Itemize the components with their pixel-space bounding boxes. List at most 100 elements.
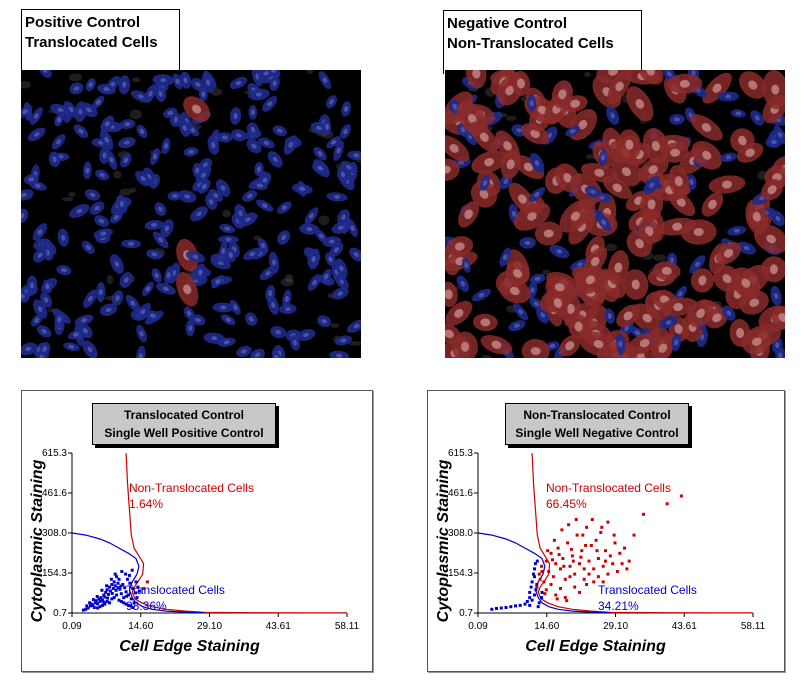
non-translocated-point [569, 547, 573, 551]
chart-title-line1: Translocated Control [123, 408, 245, 422]
translocated-point [130, 568, 134, 572]
translocated-point [104, 590, 108, 594]
translocated-point [93, 601, 97, 605]
y-tick-label: 154.3 [42, 568, 67, 579]
non-translocated-point [562, 564, 566, 568]
non-translocated-point [604, 549, 607, 553]
translocated-point [118, 587, 122, 591]
x-tick-label: 14.60 [534, 621, 559, 632]
non-translocated-label: Non-Translocated Cells [129, 481, 254, 495]
non-translocated-point [559, 567, 562, 571]
translocated-point [119, 584, 123, 588]
translocated-point [119, 592, 123, 596]
non-translocated-point [596, 575, 600, 579]
x-tick-label: 58.11 [741, 621, 766, 632]
translocated-point [135, 596, 139, 600]
non-translocated-point [537, 572, 541, 576]
translocated-point [92, 606, 96, 609]
x-tick-label: 43.61 [672, 621, 697, 632]
non-translocated-point [618, 551, 622, 555]
image-title-line1: Positive Control [25, 14, 141, 31]
non-translocated-point [580, 549, 584, 553]
translocated-point [122, 601, 126, 605]
translocated-point [94, 599, 98, 603]
y-axis-label: Cytoplasmic Staining [435, 459, 452, 622]
translocated-point [115, 575, 119, 579]
translocated-point [95, 595, 99, 598]
non-translocated-point [620, 562, 624, 566]
translocated-point [509, 605, 513, 609]
translocated-point [523, 602, 527, 606]
micrograph-positive-control [21, 70, 361, 358]
non-translocated-point [544, 559, 548, 563]
translocated-point [119, 600, 123, 603]
translocated-point [114, 588, 118, 592]
translocated-point [117, 577, 121, 581]
translocated-point [137, 589, 141, 593]
translocated-point [91, 603, 95, 607]
non-translocated-point [568, 564, 572, 568]
translocated-point [103, 602, 107, 606]
non-translocated-point [142, 587, 146, 590]
translocated-point [110, 591, 114, 595]
translocated-point [125, 594, 129, 598]
non-translocated-point [571, 559, 575, 563]
translocated-point [495, 607, 498, 610]
non-translocated-point [552, 538, 556, 542]
translocated-point [499, 606, 503, 610]
y-tick-label: 0.7 [459, 608, 473, 619]
non-translocated-point [595, 549, 599, 553]
non-translocated-point [566, 541, 570, 545]
non-translocated-label: Non-Translocated Cells [546, 481, 671, 495]
non-translocated-point [557, 553, 561, 557]
translocated-label: Translocated Cells [598, 583, 697, 597]
translocated-point [533, 575, 536, 579]
translocated-point [112, 580, 116, 584]
translocated-point [128, 581, 132, 585]
non-translocated-point [585, 583, 589, 586]
non-translocated-point [560, 528, 564, 532]
translocated-point [122, 596, 126, 600]
translocated-point [540, 596, 544, 600]
x-tick-label: 58.11 [335, 621, 360, 632]
translocated-point [127, 603, 130, 607]
translocated-point [514, 604, 517, 608]
x-tick-label: 43.61 [266, 621, 291, 632]
scatter-panel-positive: 0.09 14.60 29.10 43.61 58.11 0.7 154.3 308.0 461… [21, 390, 373, 672]
translocated-point [99, 596, 103, 600]
translocated-point [131, 587, 135, 590]
non-translocated-point [590, 518, 594, 521]
non-translocated-percent: 1.64% [129, 497, 163, 511]
translocated-point [81, 608, 85, 612]
non-translocated-point [625, 567, 629, 571]
translocated-point [100, 598, 104, 602]
x-tick-label: 29.10 [197, 621, 222, 632]
non-translocated-point [556, 546, 560, 550]
translocated-point [100, 588, 104, 592]
translocated-point [528, 590, 532, 594]
non-translocated-point [623, 546, 626, 550]
non-translocated-point [608, 554, 612, 558]
non-translocated-point [613, 541, 617, 545]
non-translocated-point [554, 562, 558, 566]
non-translocated-point [544, 588, 548, 592]
non-translocated-point [592, 580, 596, 584]
non-translocated-point [570, 554, 574, 558]
translocated-percent: 98.36% [126, 599, 167, 613]
non-translocated-point [547, 570, 551, 573]
translocated-point [127, 573, 131, 577]
non-translocated-point [632, 533, 636, 537]
non-translocated-point [565, 599, 569, 603]
translocated-point [116, 581, 120, 585]
translocated-point [136, 585, 140, 589]
translocated-point [110, 597, 114, 601]
translocated-point [533, 567, 536, 571]
translocated-point [131, 606, 135, 609]
translocated-percent: 34.21% [598, 599, 639, 613]
translocated-point [102, 600, 106, 604]
translocated-point [532, 572, 535, 576]
non-translocated-point [611, 562, 615, 566]
image-title-line2: Translocated Cells [25, 34, 158, 51]
non-translocated-point [543, 592, 547, 596]
translocated-point [530, 598, 534, 602]
